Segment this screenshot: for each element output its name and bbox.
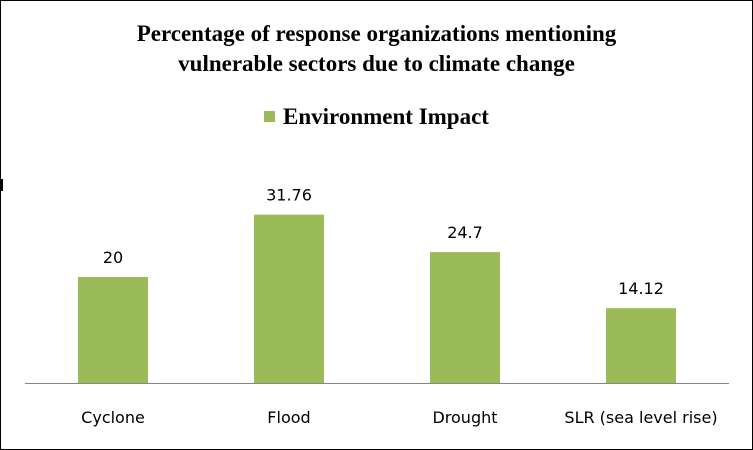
legend-swatch-environment-impact — [264, 111, 276, 122]
bar-cyclone — [78, 277, 148, 383]
bar-slr-sea-level-rise — [606, 308, 676, 383]
x-tick-label: Cyclone — [81, 408, 145, 427]
data-label: 31.76 — [266, 186, 312, 205]
data-label: 14.12 — [618, 279, 664, 298]
chart-title: Percentage of response organizations men… — [1, 19, 752, 79]
labels-layer: 20 31.76 24.7 14.12 — [103, 186, 664, 298]
bar-flood — [254, 214, 324, 383]
data-label: 20 — [103, 248, 123, 267]
legend-label-environment-impact: Environment Impact — [283, 104, 489, 129]
chart-title-line-1: Percentage of response organizations men… — [136, 21, 617, 46]
ticks-layer: Cyclone Flood Drought SLR (sea level rise) — [81, 408, 717, 427]
x-tick-label: Drought — [432, 408, 497, 427]
frame-notch — [1, 179, 3, 191]
x-tick-label: Flood — [267, 408, 310, 427]
bars-layer — [78, 214, 676, 383]
legend: Environment Impact — [1, 104, 752, 130]
bar-drought — [430, 252, 500, 383]
data-label: 24.7 — [447, 223, 483, 242]
chart-title-line-2: vulnerable sectors due to climate change — [178, 51, 575, 76]
x-tick-label: SLR (sea level rise) — [564, 408, 717, 427]
